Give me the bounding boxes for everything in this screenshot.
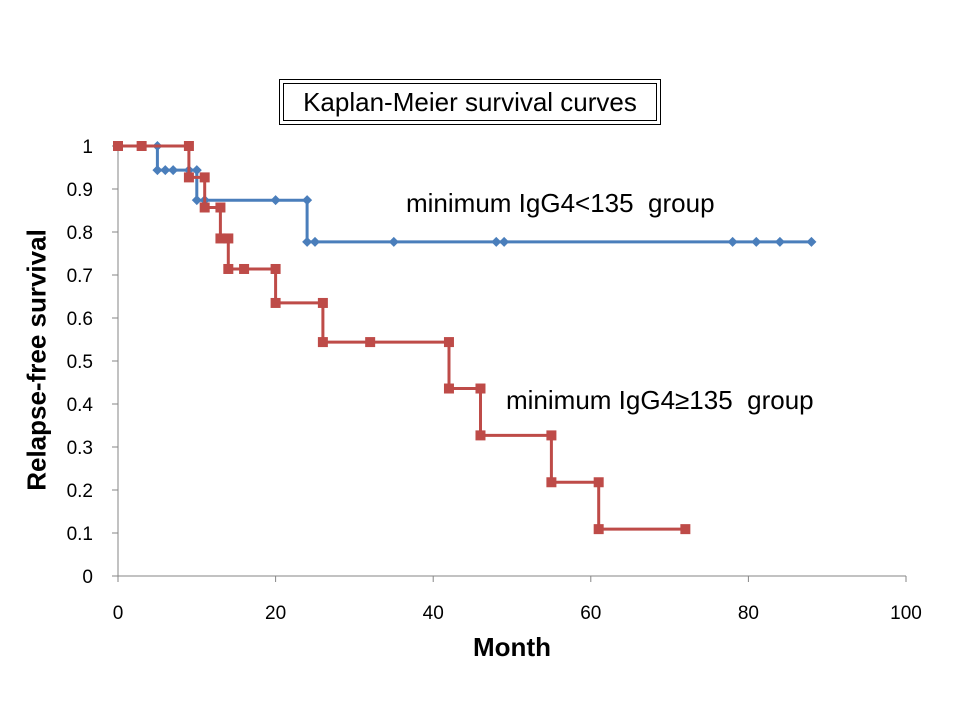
data-point-marker	[593, 524, 604, 535]
y-tick-label: 0.6	[67, 309, 93, 330]
x-tick-label: 40	[423, 603, 444, 624]
data-point-marker	[302, 195, 313, 206]
data-point-marker	[302, 236, 313, 247]
data-point-marker	[388, 236, 399, 247]
y-axis-label: Relapse-free survival	[21, 229, 52, 491]
data-point-marker	[136, 141, 147, 151]
data-point-marker	[310, 236, 320, 247]
data-point-marker	[680, 524, 691, 535]
data-point-marker	[223, 233, 234, 244]
x-tick-label: 60	[580, 603, 601, 624]
data-point-marker	[239, 263, 250, 274]
x-tick-label: 0	[113, 603, 124, 624]
axes: 0 0.1 0.2 0.3 0.4 0.5 0.6 0.7 0.8 0.9 1 0 20 40 60 80 10…	[67, 137, 922, 624]
data-point-marker	[546, 430, 557, 441]
y-tick-label: 0.5	[67, 352, 93, 373]
data-point-marker	[475, 383, 486, 394]
data-point-marker	[183, 172, 194, 183]
data-point-marker	[365, 337, 376, 348]
data-point-marker	[443, 337, 454, 348]
data-point-marker	[806, 236, 817, 247]
data-point-marker	[727, 236, 738, 247]
annotation-high-igg4: minimum IgG4≥135 group	[506, 385, 814, 415]
x-tick-label: 80	[738, 603, 759, 624]
annotation-low-igg4: minimum IgG4<135 group	[406, 188, 715, 218]
data-point-marker	[113, 141, 123, 151]
y-tick-label: 0.7	[67, 266, 93, 287]
data-point-marker	[774, 236, 785, 247]
data-point-marker	[499, 236, 510, 247]
data-point-marker	[152, 165, 163, 176]
y-tick-label: 0	[82, 567, 93, 588]
data-point-marker	[215, 202, 226, 213]
data-point-marker	[317, 297, 328, 308]
y-tick-label: 0.8	[67, 223, 93, 244]
data-point-marker	[168, 165, 179, 176]
data-point-marker	[593, 477, 604, 488]
data-point-marker	[443, 383, 454, 394]
y-tick-label: 0.1	[67, 524, 93, 545]
data-point-marker	[191, 195, 202, 206]
series-2	[113, 141, 691, 535]
x-axis-label: Month	[473, 632, 551, 662]
x-tick-label: 100	[890, 603, 922, 624]
data-point-marker	[751, 236, 762, 247]
data-point-marker	[546, 477, 557, 488]
y-tick-label: 1	[82, 137, 93, 158]
data-point-marker	[199, 172, 210, 183]
data-point-marker	[270, 297, 281, 308]
data-point-marker	[191, 165, 202, 176]
y-tick-label: 0.2	[67, 481, 93, 502]
data-point-marker	[223, 263, 234, 274]
x-tick-label: 20	[265, 603, 286, 624]
series-layer	[113, 141, 817, 535]
data-point-marker	[183, 141, 194, 151]
data-point-marker	[270, 263, 281, 274]
data-point-marker	[475, 430, 486, 441]
data-point-marker	[270, 195, 281, 206]
data-point-marker	[215, 233, 226, 244]
data-point-marker	[160, 165, 171, 176]
chart-title: Kaplan-Meier survival curves	[283, 83, 657, 121]
chart-title-box: Kaplan-Meier survival curves	[279, 79, 661, 125]
y-tick-label: 0.4	[67, 395, 94, 416]
data-point-marker	[491, 236, 502, 247]
data-point-marker	[199, 202, 210, 213]
data-point-marker	[317, 337, 328, 348]
y-tick-label: 0.3	[67, 438, 93, 459]
y-tick-label: 0.9	[67, 180, 93, 201]
